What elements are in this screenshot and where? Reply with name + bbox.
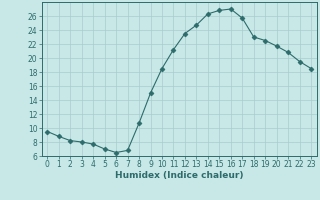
X-axis label: Humidex (Indice chaleur): Humidex (Indice chaleur) xyxy=(115,171,244,180)
